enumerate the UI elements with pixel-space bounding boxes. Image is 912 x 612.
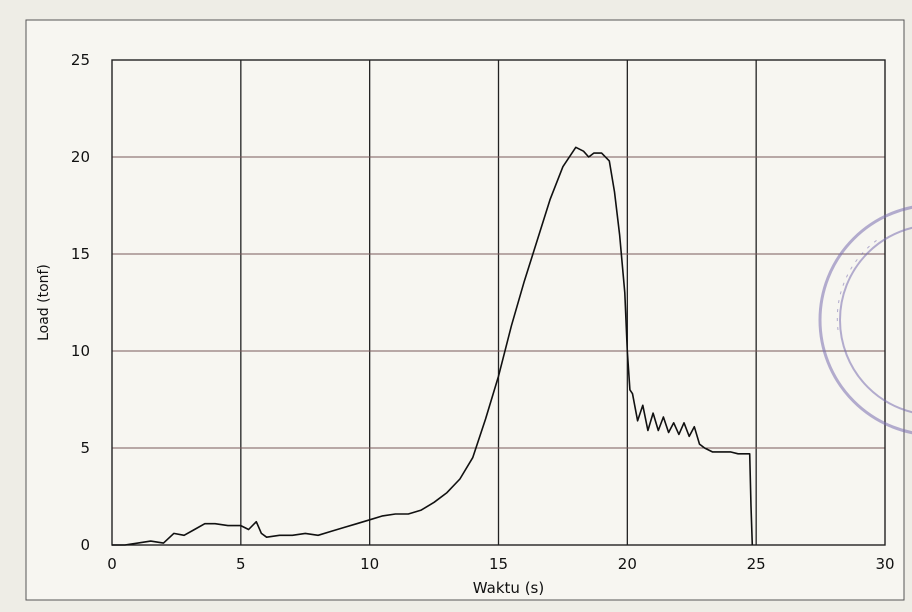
y-tick-label: 0	[80, 536, 90, 554]
x-tick-label: 15	[489, 555, 508, 573]
y-tick-label: 25	[71, 51, 90, 69]
y-tick-label: 10	[71, 342, 90, 360]
x-axis-label: Waktu (s)	[473, 579, 544, 597]
figure-border	[25, 19, 905, 601]
grid-lines	[112, 60, 885, 545]
y-tick-label: 15	[71, 245, 90, 263]
x-tick-label: 0	[107, 555, 117, 573]
x-tick-label: 25	[747, 555, 766, 573]
load-series-line	[112, 146, 754, 546]
x-tick-label: 5	[236, 555, 246, 573]
y-tick-labels: 0 5 10 15 20 25	[71, 51, 90, 554]
stamp-seal-icon	[818, 205, 912, 435]
y-tick-label: 20	[71, 148, 90, 166]
x-tick-label: 20	[618, 555, 637, 573]
x-tick-label: 10	[360, 555, 379, 573]
x-tick-label: 30	[875, 555, 894, 573]
x-tick-labels: 0 5 10 15 20 25 30	[107, 555, 894, 573]
plot-area-frame	[111, 59, 886, 546]
y-tick-label: 5	[80, 439, 90, 457]
y-axis-label: Load (tonf)	[36, 264, 52, 341]
